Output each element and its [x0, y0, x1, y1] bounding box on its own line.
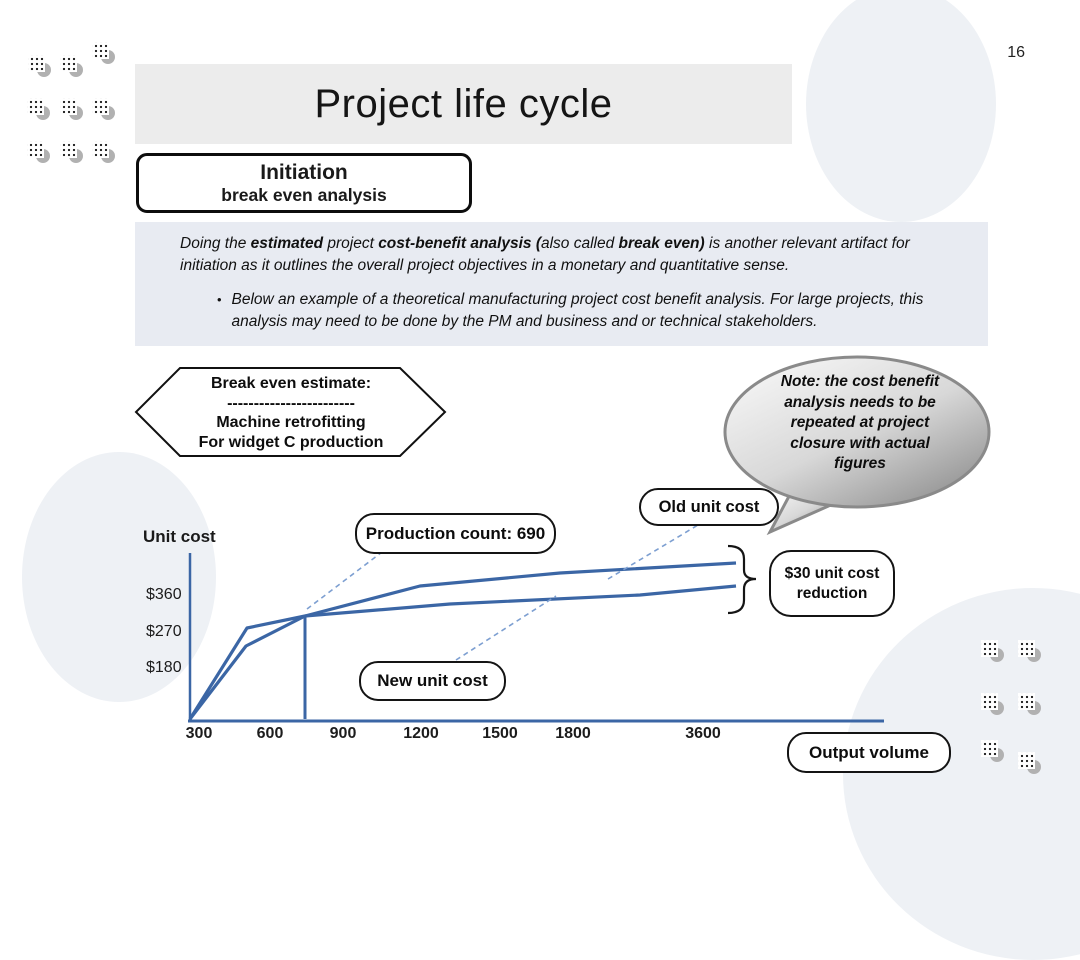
bubble-ellipse	[723, 355, 991, 509]
new-unit-cost-line	[188, 584, 737, 720]
halftone-dot-icon	[981, 640, 1007, 666]
y-tick-180: $180	[146, 659, 182, 676]
halftone-dot-icon	[981, 693, 1007, 719]
intro-text: is another relevant artifact for initiat…	[180, 235, 910, 274]
intro-paragraph: Doing the estimated project cost-benefit…	[180, 233, 960, 277]
note-bubble-text: Note: the cost benefit analysis needs to…	[780, 373, 940, 473]
x-tick-900: 900	[329, 725, 357, 742]
bullet-text: Below an example of a theoretical manufa…	[231, 291, 924, 330]
halftone-dot-icon	[92, 141, 118, 167]
cost-reduction-line2: reduction	[796, 584, 868, 602]
intro-text: project	[323, 235, 379, 252]
halftone-dot-icon	[27, 98, 53, 124]
halftone-dot-icon	[60, 55, 86, 81]
x-tick-1800: 1800	[555, 725, 591, 742]
hexagon-outline	[134, 367, 447, 457]
hexagon-callout-shape	[134, 367, 447, 457]
old-unit-cost-line	[188, 561, 737, 720]
hexagon-line1: Break even estimate:	[210, 375, 372, 392]
halftone-dot-icon	[981, 740, 1007, 766]
hexagon-line3: Machine retrofitting	[216, 414, 366, 432]
y-axis-title: Unit cost	[143, 527, 216, 546]
halftone-dot-icon	[1018, 693, 1044, 719]
y-tick-360: $360	[146, 586, 182, 603]
output-volume-callout: Output volume	[787, 732, 951, 773]
x-tick-600: 600	[256, 725, 284, 742]
initiation-subtitle: break even analysis	[221, 185, 387, 205]
halftone-dot-icon	[1018, 640, 1044, 666]
hexagon-line4: For widget C production	[198, 434, 384, 452]
page-number: 16	[1007, 44, 1025, 61]
intro-text-bold: cost-benefit analysis (	[378, 235, 541, 252]
halftone-dot-icon	[27, 141, 53, 167]
x-tick-3600: 3600	[685, 725, 721, 742]
new-unit-cost-callout: New unit cost	[359, 661, 506, 701]
intro-text: also called	[540, 235, 619, 252]
cost-reduction-line1: $30 unit cost	[784, 565, 880, 583]
cost-reduction-callout: $30 unit cost reduction	[769, 550, 895, 617]
initiation-box: Initiation break even analysis	[136, 153, 472, 213]
halftone-dot-icon	[92, 98, 118, 124]
leader-new-unit-cost	[455, 595, 557, 661]
intro-text: Doing the	[180, 235, 251, 252]
production-count-callout: Production count: 690	[355, 513, 556, 554]
break-even-chart	[188, 521, 884, 723]
halftone-dot-icon	[1018, 752, 1044, 778]
hexagon-callout: Break even estimate: -------------------…	[135, 374, 447, 453]
bullet-item: • Below an example of a theoretical manu…	[217, 289, 948, 333]
intro-text-bold: estimated	[250, 235, 324, 252]
curly-brace	[727, 544, 757, 615]
halftone-dot-icon	[28, 55, 54, 81]
halftone-dot-icon	[60, 98, 86, 124]
leader-production-count	[306, 548, 387, 610]
intro-text-bold: break even)	[618, 235, 705, 252]
old-unit-cost-callout: Old unit cost	[639, 488, 779, 526]
note-bubble-shape	[723, 355, 991, 536]
halftone-dot-icon	[92, 42, 118, 68]
hexagon-line2: ------------------------	[227, 394, 355, 412]
halftone-dot-icon	[60, 141, 86, 167]
background-ellipse-top-right	[806, 0, 996, 222]
bullet-marker: •	[217, 292, 222, 307]
initiation-title: Initiation	[260, 160, 348, 184]
x-tick-1500: 1500	[482, 725, 518, 742]
slide-title-banner: Project life cycle	[135, 64, 792, 144]
leader-old-unit-cost	[607, 521, 704, 580]
y-tick-270: $270	[146, 623, 182, 640]
x-tick-300: 300	[185, 725, 213, 742]
intro-panel: Doing the estimated project cost-benefit…	[135, 222, 988, 346]
x-tick-1200: 1200	[403, 725, 439, 742]
background-ellipse-left	[22, 452, 216, 702]
slide-title: Project life cycle	[314, 81, 613, 126]
